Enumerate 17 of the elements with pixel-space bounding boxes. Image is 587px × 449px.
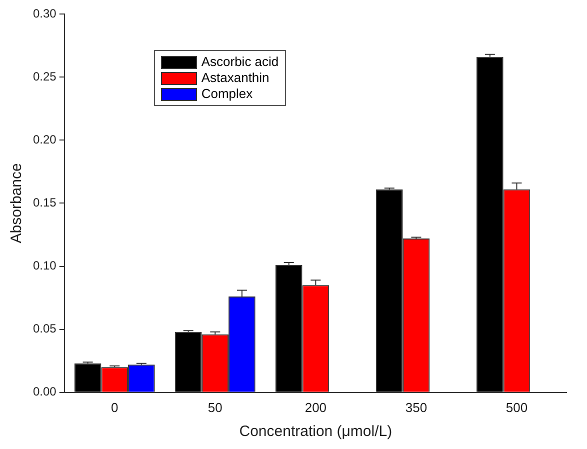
- legend-label: Astaxanthin: [201, 70, 270, 86]
- y-tick-label: 0.30: [32, 6, 57, 20]
- x-axis-title: Concentration (μmol/L): [239, 423, 392, 440]
- x-tick-label: 500: [506, 400, 528, 415]
- legend-label: Complex: [201, 86, 253, 102]
- y-tick-label: 0.00: [32, 384, 57, 399]
- y-tick-label: 0.15: [32, 196, 57, 210]
- y-tick-label: 0.25: [32, 69, 57, 84]
- x-tick-label: 0: [111, 400, 118, 415]
- y-tick-label: 0.10: [32, 258, 57, 273]
- legend-label: Ascorbic acid: [201, 54, 279, 70]
- x-tick-label: 50: [208, 400, 222, 415]
- x-tick-label: 350: [405, 400, 428, 415]
- y-tick-label: 0.05: [32, 322, 57, 336]
- y-tick-label: 0.20: [32, 132, 57, 146]
- y-axis-title: Absorbance: [8, 163, 26, 244]
- x-tick-label: 200: [304, 400, 327, 415]
